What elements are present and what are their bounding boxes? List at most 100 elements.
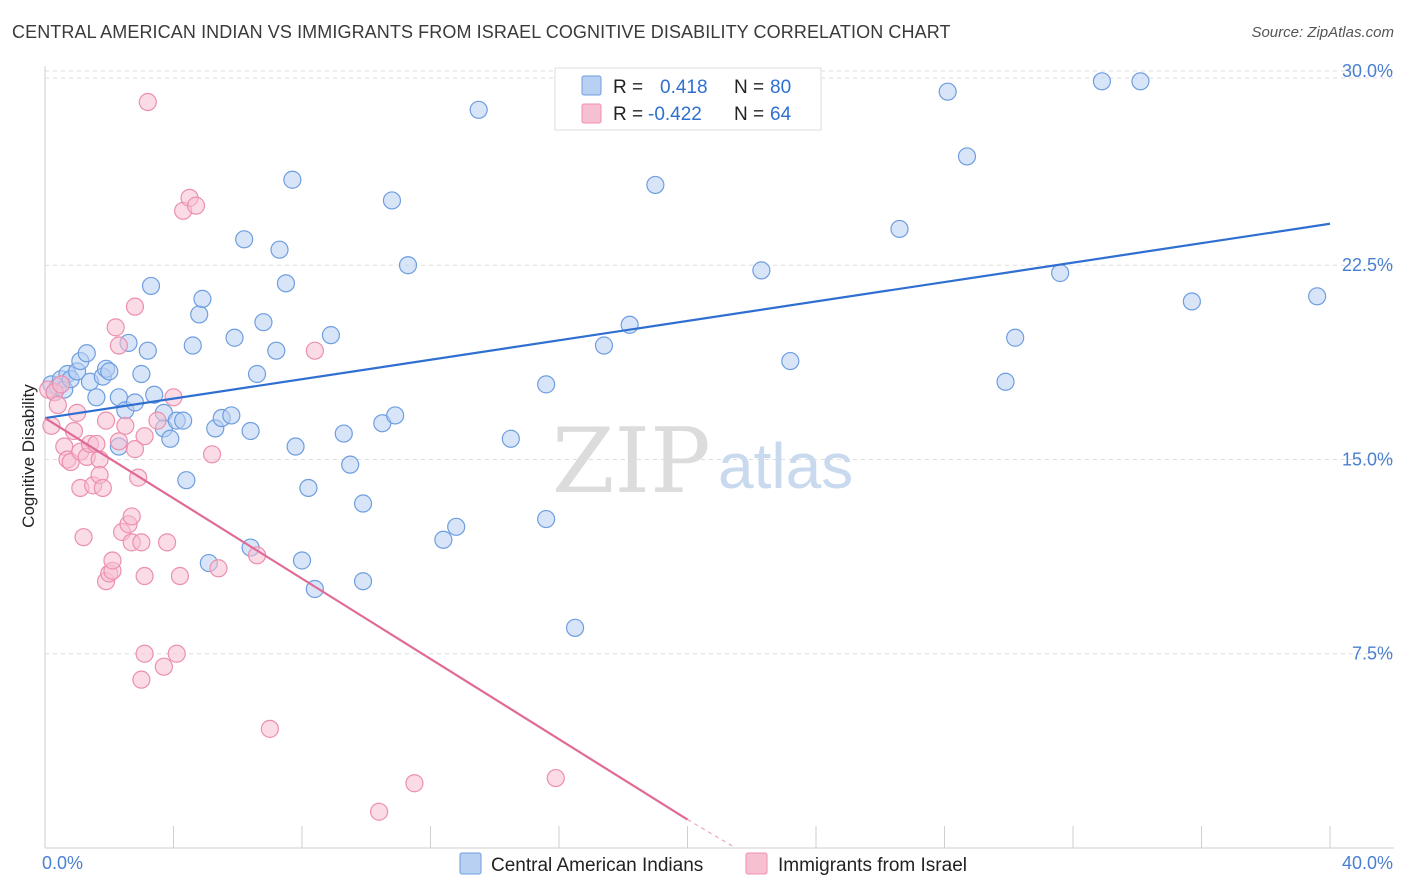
data-point — [353, 572, 373, 591]
data-point — [1092, 72, 1112, 91]
data-point — [138, 341, 157, 360]
trend-lines — [44, 222, 1331, 849]
data-point — [890, 219, 909, 239]
legend-top: R = 0.418 N = 80 R = -0.422 N = 64 — [554, 67, 822, 131]
legend-bottom-label-2: Immigrants from Israel — [778, 855, 967, 876]
data-point — [781, 351, 800, 371]
data-point — [90, 450, 109, 469]
legend-bottom-swatch-blue — [459, 852, 482, 875]
data-point — [646, 175, 665, 195]
data-point — [135, 644, 154, 663]
data-point — [398, 256, 418, 275]
legend-swatch-pink — [581, 103, 602, 124]
data-point — [100, 362, 119, 381]
legend-r-label-2: R = — [613, 104, 643, 125]
data-point — [752, 261, 771, 280]
trend-line-pink — [44, 417, 689, 821]
legend-r-label-1: R = — [613, 77, 643, 98]
data-point — [193, 289, 212, 308]
data-point — [177, 471, 196, 490]
legend-bottom: Central American Indians Immigrants from… — [459, 852, 967, 876]
data-point — [382, 191, 402, 210]
data-point — [537, 509, 556, 529]
data-point — [209, 559, 228, 578]
data-point — [283, 170, 302, 189]
data-point — [74, 528, 93, 547]
data-point — [157, 533, 177, 552]
data-point — [270, 240, 289, 259]
data-point — [1051, 263, 1070, 283]
data-point — [222, 406, 241, 425]
series-central-american-indians — [42, 72, 1327, 637]
data-point — [938, 82, 957, 101]
data-point — [202, 445, 222, 464]
data-point — [469, 100, 488, 119]
data-point — [167, 644, 186, 663]
data-point — [405, 774, 424, 793]
data-point — [87, 388, 106, 407]
legend-bottom-swatch-pink — [745, 852, 768, 875]
data-point — [96, 411, 116, 430]
data-point — [334, 424, 353, 443]
data-point — [996, 372, 1015, 391]
data-point — [51, 375, 71, 394]
data-point — [186, 196, 206, 215]
data-point — [190, 305, 209, 324]
data-point — [305, 341, 324, 360]
y-tick-label: 30.0% — [1342, 61, 1393, 81]
data-point — [247, 364, 267, 384]
tick-labels: 7.5% 15.0% 22.5% 30.0% 0.0% 40.0% — [42, 61, 1393, 873]
data-point — [106, 318, 125, 337]
data-point — [109, 432, 128, 451]
data-point — [321, 326, 341, 345]
data-point — [565, 618, 585, 637]
data-point — [594, 336, 614, 355]
data-point — [235, 230, 254, 249]
data-point — [341, 455, 360, 474]
data-point — [1308, 287, 1327, 306]
data-point — [386, 406, 405, 425]
legend-n-value-2: 64 — [770, 104, 792, 125]
data-point — [116, 416, 135, 435]
legend-r-value-1: 0.418 — [660, 77, 708, 98]
series-immigrants-from-israel — [39, 92, 565, 821]
data-point — [122, 507, 141, 526]
legend-swatch-blue — [581, 75, 602, 96]
data-point — [225, 328, 244, 347]
data-point — [370, 802, 389, 821]
data-point — [286, 437, 305, 456]
data-point — [1006, 328, 1025, 347]
data-point — [145, 385, 164, 404]
axes — [44, 66, 1394, 849]
data-point — [254, 313, 273, 332]
data-point — [267, 341, 286, 360]
data-point — [447, 517, 466, 536]
source-label: Source: ZipAtlas.com — [1251, 24, 1394, 41]
trend-line-pink-extension — [687, 818, 736, 849]
data-point — [48, 395, 67, 415]
chart-title: CENTRAL AMERICAN INDIAN VS IMMIGRANTS FR… — [12, 22, 951, 42]
data-point — [299, 478, 318, 498]
x-tick-label: 0.0% — [42, 853, 83, 873]
data-point — [292, 551, 312, 570]
data-point — [276, 274, 296, 293]
data-point — [125, 297, 145, 316]
data-point — [501, 429, 520, 448]
data-point — [135, 566, 154, 586]
data-point — [957, 147, 977, 166]
y-axis-label: Cognitive Disability — [19, 384, 38, 528]
data-point — [434, 530, 453, 549]
x-tick-label: 40.0% — [1342, 853, 1393, 873]
data-point — [183, 336, 202, 355]
data-point — [1131, 72, 1150, 91]
data-point — [138, 92, 157, 112]
data-point — [103, 551, 122, 570]
legend-bottom-label-1: Central American Indians — [491, 855, 703, 876]
legend-n-label-2: N = — [734, 104, 764, 125]
data-point — [260, 719, 279, 738]
data-point — [132, 364, 151, 384]
data-point — [109, 336, 128, 355]
y-tick-label: 22.5% — [1342, 255, 1393, 275]
y-tick-label: 7.5% — [1352, 644, 1393, 664]
